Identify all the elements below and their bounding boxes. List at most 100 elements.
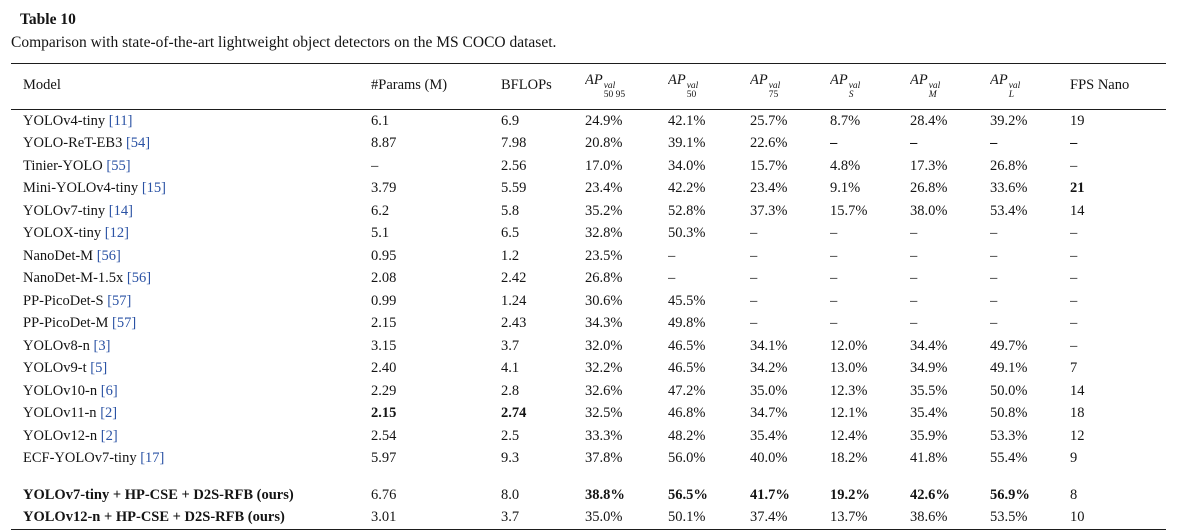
- value-cell: 35.9%: [910, 427, 948, 444]
- column-header: FPS Nano: [1070, 63, 1166, 110]
- value-cell: 39.2%: [990, 112, 1028, 129]
- value-cell: –: [830, 315, 838, 331]
- value-cell: –: [910, 270, 918, 286]
- value-cell: 12: [1070, 427, 1085, 444]
- citation-link[interactable]: [6]: [100, 382, 118, 399]
- value-cell: 34.0%: [668, 157, 706, 174]
- citation-link[interactable]: [3]: [93, 337, 111, 354]
- value-cell: 20.8%: [585, 135, 623, 151]
- citation-link[interactable]: [55]: [106, 157, 131, 174]
- citation-link[interactable]: [2]: [100, 427, 118, 444]
- value-cell: 32.0%: [585, 337, 623, 354]
- value-cell: 28.4%: [910, 112, 948, 129]
- value-cell: 9.1%: [830, 180, 861, 196]
- value-cell: 23.4%: [585, 180, 623, 196]
- value-cell: 50.3%: [668, 225, 706, 241]
- value-cell: –: [830, 270, 838, 286]
- value-cell: 33.3%: [585, 427, 623, 444]
- table-row: NanoDet-M-1.5x [56] 2.08 2.42 26.8% – – – – – –: [11, 268, 1166, 291]
- value-cell: 35.0%: [585, 509, 623, 525]
- ap-metric-label: AP val L: [990, 72, 1021, 100]
- value-cell: 38.8%: [585, 486, 625, 503]
- value-cell: –: [1070, 292, 1078, 309]
- value-cell: –: [830, 225, 838, 241]
- model-cell: PP-PicoDet-M [57]: [11, 313, 371, 336]
- citation-link[interactable]: [56]: [126, 270, 152, 286]
- value-cell: 56.5%: [668, 486, 708, 503]
- value-cell: 9: [1070, 450, 1078, 466]
- value-cell: 41.8%: [910, 450, 948, 466]
- value-cell: 34.7%: [750, 405, 788, 421]
- value-cell: 53.4%: [990, 202, 1028, 219]
- value-cell: 8.0: [501, 486, 520, 503]
- value-cell: 37.4%: [750, 509, 788, 525]
- model-cell: NanoDet-M-1.5x [56]: [11, 268, 371, 291]
- value-cell: –: [910, 225, 918, 241]
- table-row: ECF-YOLOv7-tiny [17] 5.97 9.3 37.8% 56.0% 40.…: [11, 448, 1166, 471]
- value-cell: 4.8%: [830, 157, 861, 174]
- citation-link[interactable]: [2]: [100, 405, 118, 421]
- model-name: YOLO-ReT-EB3: [23, 135, 123, 151]
- value-cell: 21: [1070, 180, 1085, 196]
- value-cell: 33.6%: [990, 180, 1028, 196]
- column-header: BFLOPs: [501, 63, 585, 110]
- value-cell: 8.87: [371, 135, 397, 151]
- model-name: YOLOv7-tiny + HP-CSE + D2S-RFB (ours): [23, 486, 294, 503]
- table-row: YOLOv10-n [6] 2.29 2.8 32.6% 47.2% 35.0% 12.3%…: [11, 380, 1166, 403]
- value-cell: 10: [1070, 509, 1085, 525]
- value-cell: 2.08: [371, 270, 397, 286]
- value-cell: 3.7: [501, 509, 520, 525]
- citation-link[interactable]: [5]: [90, 360, 108, 376]
- value-cell: 6.9: [501, 112, 520, 129]
- citation-link[interactable]: [56]: [96, 247, 121, 264]
- value-cell: –: [668, 247, 676, 264]
- model-cell: YOLOX-tiny [12]: [11, 223, 371, 246]
- value-cell: 12.3%: [830, 382, 868, 399]
- citation-link[interactable]: [11]: [108, 112, 133, 129]
- table-row: PP-PicoDet-S [57] 0.99 1.24 30.6% 45.5% – – – – –: [11, 290, 1166, 313]
- model-cell: YOLOv9-t [5]: [11, 358, 371, 381]
- model-name: YOLOv10-n: [23, 382, 98, 399]
- value-cell: –: [1070, 225, 1078, 241]
- table-row: Tinier-YOLO [55] –2.56 17.0% 34.0% 15.7% 4.8%…: [11, 155, 1166, 178]
- model-name: ECF-YOLOv7-tiny: [23, 450, 137, 466]
- value-cell: 35.4%: [750, 427, 788, 444]
- value-cell: 34.4%: [910, 337, 948, 354]
- value-cell: 6.2: [371, 202, 390, 219]
- column-header: #Params (M): [371, 63, 501, 110]
- citation-link[interactable]: [12]: [104, 225, 129, 241]
- value-cell: 37.8%: [585, 450, 623, 466]
- value-cell: 46.5%: [668, 360, 706, 376]
- value-cell: –: [910, 292, 918, 309]
- value-cell: 24.9%: [585, 112, 623, 129]
- value-cell: 26.8%: [910, 180, 948, 196]
- value-cell: 35.2%: [585, 202, 623, 219]
- value-cell: 42.1%: [668, 112, 706, 129]
- value-cell: 53.3%: [990, 427, 1028, 444]
- value-cell: 5.97: [371, 450, 397, 466]
- value-cell: –: [830, 247, 838, 264]
- value-cell: 53.5%: [990, 509, 1028, 525]
- value-cell: 2.40: [371, 360, 397, 376]
- citation-link[interactable]: [57]: [107, 292, 132, 309]
- value-cell: 2.56: [501, 157, 527, 174]
- model-cell: YOLOv7-tiny [14]: [11, 200, 371, 223]
- value-cell: 2.15: [371, 315, 397, 331]
- citation-link[interactable]: [54]: [125, 135, 151, 151]
- citation-link[interactable]: [15]: [141, 180, 166, 196]
- table-row: YOLOv9-t [5] 2.40 4.1 32.2% 46.5% 34.2% 13.0% 3…: [11, 358, 1166, 381]
- value-cell: 56.9%: [990, 486, 1030, 503]
- value-cell: 52.8%: [668, 202, 706, 219]
- value-cell: 32.5%: [585, 405, 623, 421]
- value-cell: 42.6%: [910, 486, 950, 503]
- value-cell: –: [750, 225, 758, 241]
- ap-metric-label: AP val 50 95: [585, 72, 626, 100]
- citation-link[interactable]: [17]: [140, 450, 165, 466]
- value-cell: 0.99: [371, 292, 397, 309]
- citation-link[interactable]: [14]: [108, 202, 133, 219]
- value-cell: 5.59: [501, 180, 527, 196]
- value-cell: –: [910, 315, 918, 331]
- value-cell: 42.2%: [668, 180, 706, 196]
- citation-link[interactable]: [57]: [112, 315, 137, 331]
- value-cell: 25.7%: [750, 112, 788, 129]
